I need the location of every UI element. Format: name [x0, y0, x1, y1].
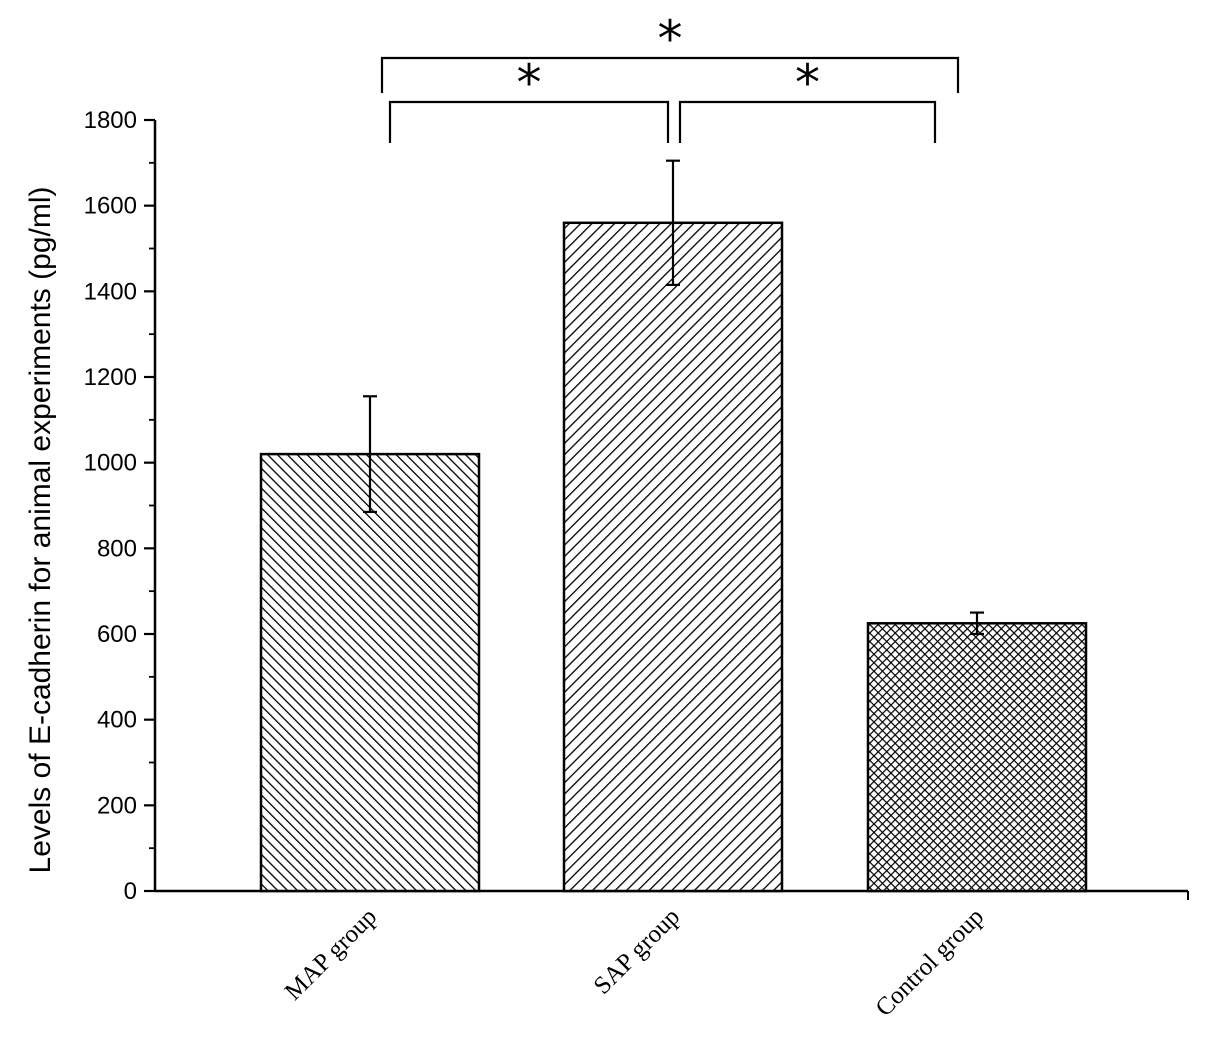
significance-bracket [380, 56, 960, 93]
y-tick-label: 600 [97, 621, 137, 648]
y-tick-label: 1600 [84, 193, 137, 220]
y-tick-label: 0 [124, 878, 137, 905]
y-tick-label: 200 [97, 792, 137, 819]
plot-area: Levels of E-cadherin for animal experime… [24, 10, 1189, 1022]
y-tick-label: 1800 [84, 107, 137, 134]
bar-2 [562, 221, 784, 893]
significance-star: * [658, 10, 683, 68]
y-tick-label: 1200 [84, 364, 137, 391]
y-axis-label: Levels of E-cadherin for animal experime… [24, 187, 57, 874]
y-tick-label: 1400 [84, 278, 137, 305]
significance-bracket [678, 100, 937, 143]
y-tick-label: 400 [97, 707, 137, 734]
x-tick-label: SAP group [589, 903, 686, 1000]
y-tick-label: 800 [97, 535, 137, 562]
bar-3 [866, 622, 1088, 893]
y-tick-label: 1000 [84, 450, 137, 477]
x-tick-label: Control group [870, 903, 989, 1022]
significance-bracket [388, 100, 670, 143]
significance-star: * [517, 54, 542, 112]
significance-star: * [795, 54, 820, 112]
bar-1 [259, 452, 481, 893]
x-tick-label: MAP group [280, 903, 382, 1005]
